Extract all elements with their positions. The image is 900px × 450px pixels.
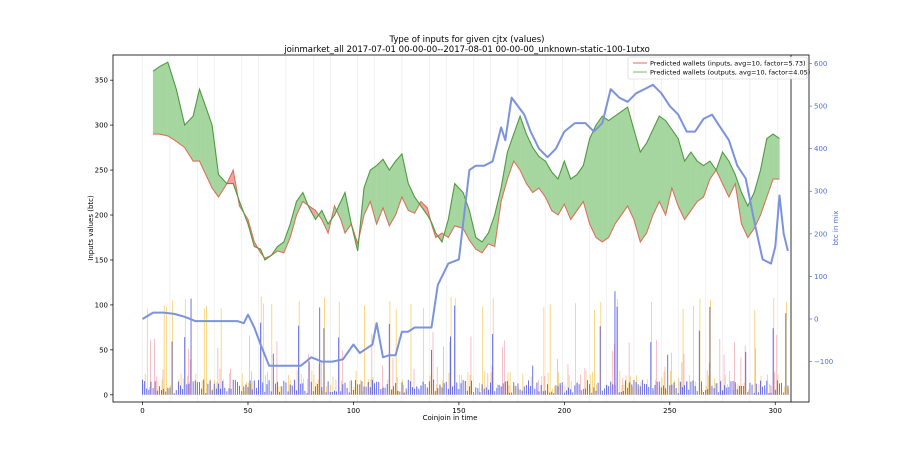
fill-segment [589, 125, 597, 238]
fill-segment [608, 115, 616, 238]
fill-segment [602, 115, 609, 243]
fill-segment [159, 61, 168, 137]
fill-segment [621, 106, 628, 216]
fill-segment [652, 116, 660, 216]
outputs-series-line [152, 61, 780, 261]
x-tick-label: 300 [769, 407, 782, 415]
x-tick-label: 50 [244, 407, 253, 415]
fill-segment [614, 111, 622, 225]
fill-segment [772, 133, 780, 180]
right-axis-title: btc in mix [832, 211, 840, 246]
y-tick-label: 100 [95, 301, 108, 309]
right-tick-label: 500 [814, 103, 827, 111]
fill-segment [690, 151, 698, 211]
right-tick-label: 200 [814, 230, 827, 238]
x-tick-label: 200 [558, 407, 571, 415]
x-tick-label: 100 [347, 407, 360, 415]
fill-segment [640, 142, 647, 243]
y-axis-ticks: 0 50 100 150 200 250 300 350 [95, 77, 113, 399]
y-tick-label: 300 [95, 122, 108, 130]
legend-label-inputs: Predicted wallets (inputs, avg=10, facto… [650, 60, 806, 68]
legend-box [627, 56, 808, 80]
plot-frame [112, 54, 810, 403]
right-tick-label: −100 [814, 358, 833, 366]
x-tick-label: 150 [452, 407, 465, 415]
x-tick-label: 250 [663, 407, 676, 415]
fill-segment [697, 160, 704, 202]
x-tick-label: 0 [140, 407, 144, 415]
right-tick-label: 0 [814, 315, 818, 323]
y-axis-title: Inputs values (btc) [87, 195, 95, 261]
fill-segment [595, 115, 603, 243]
btc-in-mix-line [141, 83, 789, 367]
fill-segment [659, 115, 666, 216]
right-tick-label: 100 [814, 273, 827, 281]
x-axis-ticks: 0 50 100 150 200 250 300 [140, 402, 782, 415]
fill-segment [152, 66, 160, 135]
inputs-series-line [153, 133, 780, 259]
y-tick-label: 0 [104, 391, 108, 399]
y-tick-label: 250 [95, 167, 108, 175]
right-tick-label: 300 [814, 188, 827, 196]
right-tick-label: 400 [814, 145, 827, 153]
chart-title: Type of inputs for given cjtx (values) [389, 35, 545, 45]
wallet-fill-areas [152, 61, 780, 261]
fill-segment [684, 151, 692, 220]
y-tick-label: 50 [99, 346, 108, 354]
y-tick-label: 150 [95, 256, 108, 264]
x-axis-title: Coinjoin in time [423, 414, 478, 422]
legend: Predicted wallets (inputs, avg=10, facto… [627, 56, 810, 80]
y-tick-label: 200 [95, 212, 108, 220]
series-lines [141, 61, 789, 367]
right-axis-ticks: −100 0 100 200 300 400 500 600 [809, 60, 833, 366]
y-tick-label: 350 [95, 77, 108, 85]
chart-subtitle: joinmarket_all 2017-07-01 00-00-00--2017… [283, 45, 650, 55]
legend-label-outputs: Predicted wallets (outputs, avg=10, fact… [650, 69, 810, 77]
right-tick-label: 600 [814, 60, 827, 68]
